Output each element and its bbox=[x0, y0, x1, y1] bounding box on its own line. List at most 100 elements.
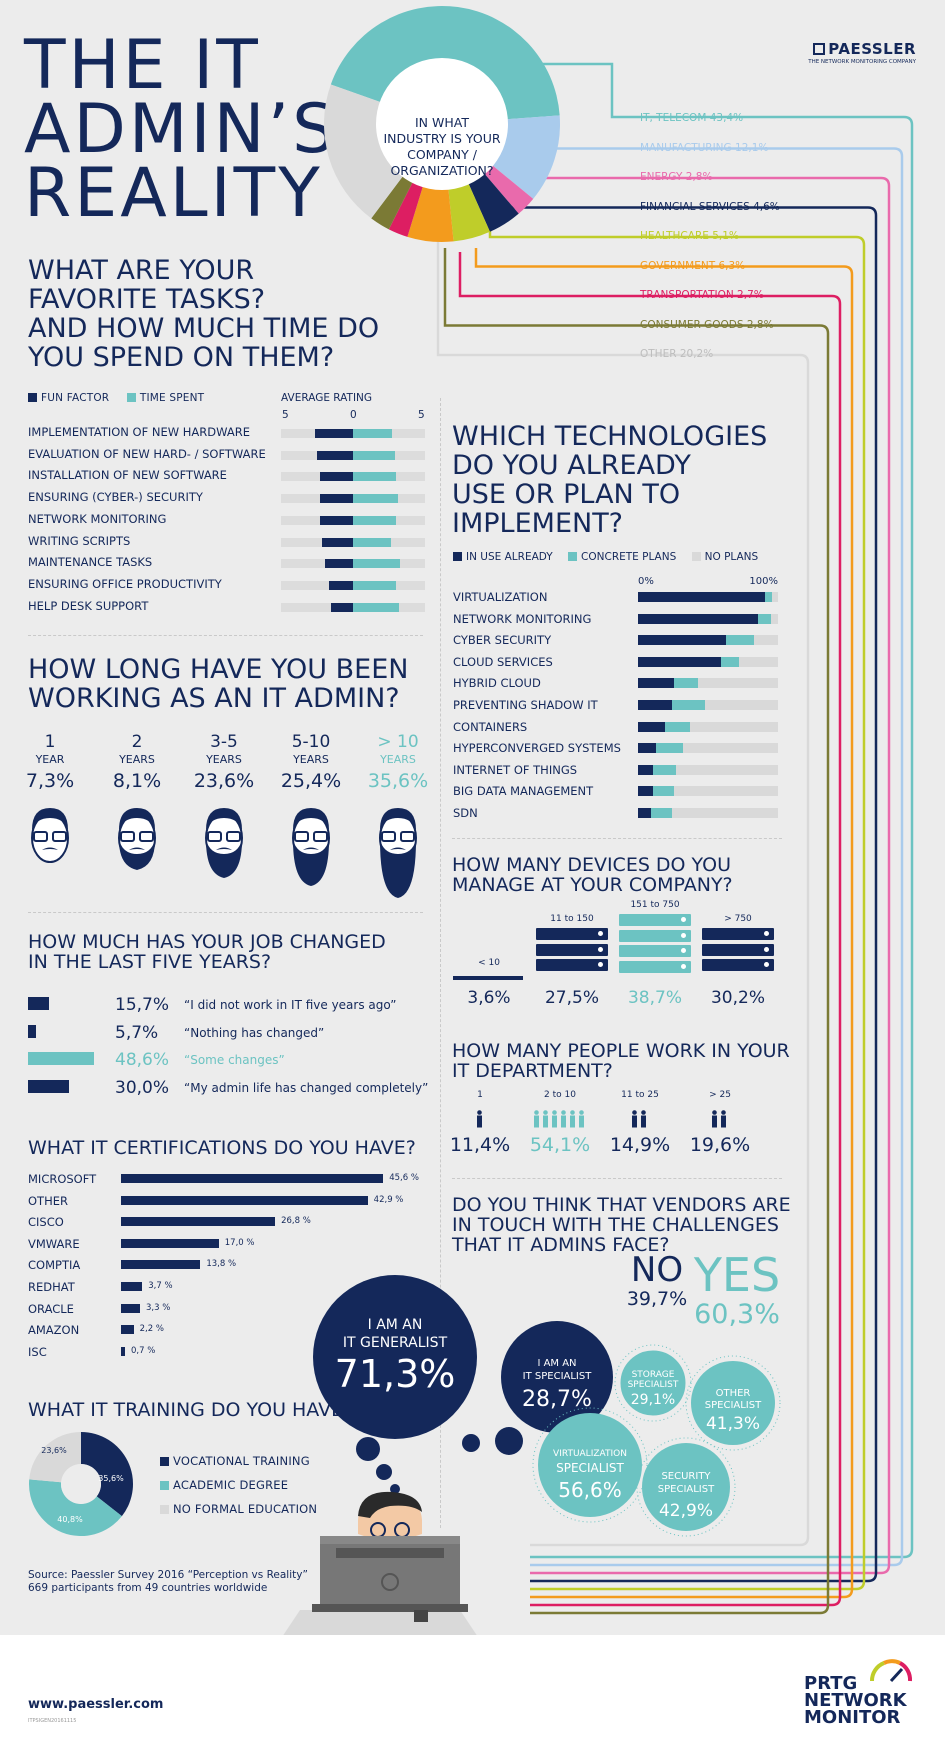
question-line: INDUSTRY IS YOUR bbox=[383, 131, 501, 146]
storage-line1: STORAGE bbox=[632, 1370, 675, 1380]
footer-code: ITPSIGEN20161115 bbox=[28, 1718, 77, 1724]
cert-bar bbox=[121, 1238, 219, 1248]
cert-value: 26,8 % bbox=[281, 1216, 311, 1227]
cert-bar bbox=[121, 1282, 143, 1291]
cert-bar bbox=[121, 1325, 134, 1335]
generalist-bubble bbox=[313, 1275, 477, 1439]
device-range: > 750 bbox=[724, 914, 752, 924]
tech-bar-use bbox=[638, 678, 675, 689]
heading-line: FAVORITE TASKS? bbox=[28, 284, 266, 315]
other-pct: 41,3% bbox=[706, 1414, 760, 1434]
cert-label: COMPTIA bbox=[28, 1258, 81, 1273]
industry-question: IN WHAT INDUSTRY IS YOUR COMPANY / ORGAN… bbox=[382, 115, 502, 179]
people-range: > 25 bbox=[709, 1090, 731, 1100]
prtg-logo: PRTG NETWORK MONITOR bbox=[804, 1675, 907, 1727]
tenure-pct: 35,6% bbox=[367, 770, 429, 792]
tech-bar-use bbox=[638, 613, 759, 624]
heading-line: THAT IT ADMINS FACE? bbox=[452, 1234, 670, 1256]
tech-bar-plans bbox=[765, 592, 773, 602]
source-line: 669 participants from 49 countries world… bbox=[28, 1582, 268, 1594]
jobchange-quote: “I did not work in IT five years ago” bbox=[184, 998, 397, 1012]
other-line2: SPECIALIST bbox=[705, 1400, 762, 1411]
vendors-yes: YES 60,3% bbox=[692, 1252, 782, 1332]
brand-tagline: THE NETWORK MONITORING COMPANY bbox=[808, 59, 916, 65]
tech-bar-use bbox=[638, 700, 672, 710]
tech-label: CONTAINERS bbox=[453, 719, 528, 734]
training-pct-vocational: 35,6% bbox=[98, 1474, 124, 1483]
person-icon bbox=[560, 1110, 567, 1128]
training-legend-item: ACADEMIC DEGREE bbox=[160, 1473, 317, 1497]
industry-connector bbox=[443, 248, 830, 1615]
tech-bar-plans bbox=[653, 764, 676, 775]
tech-bar-plans bbox=[720, 656, 739, 667]
tech-bar-use bbox=[638, 786, 654, 797]
footer-url[interactable]: www.paessler.com bbox=[28, 1697, 164, 1712]
certs-heading: WHAT IT CERTIFICATIONS DO YOU HAVE? bbox=[28, 1137, 416, 1159]
legend-label: VOCATIONAL TRAINING bbox=[173, 1454, 310, 1468]
divider bbox=[452, 1178, 782, 1179]
admin-at-computer-illustration bbox=[280, 1491, 480, 1640]
jobchange-quote: “Some changes” bbox=[184, 1053, 285, 1067]
server-rack-icon bbox=[453, 976, 523, 980]
tech-label: INTERNET OF THINGS bbox=[453, 762, 578, 777]
training-slice bbox=[29, 1479, 122, 1536]
industry-label: HEALTHCARE 5,1% bbox=[640, 230, 739, 242]
tasks-avg-rating-label: AVERAGE RATING bbox=[281, 392, 373, 404]
thought-bubble bbox=[495, 1427, 523, 1455]
admin-face-icon bbox=[379, 808, 417, 898]
person-icon bbox=[569, 1110, 576, 1128]
tech-bar-none bbox=[638, 743, 778, 754]
admin-face-icon bbox=[118, 808, 156, 870]
task-fun-bar bbox=[331, 602, 353, 612]
tenure-unit: YEARS bbox=[293, 753, 329, 766]
training-legend-item: VOCATIONAL TRAINING bbox=[160, 1449, 317, 1473]
cert-value: 3,3 % bbox=[145, 1302, 171, 1313]
task-time-bar bbox=[353, 472, 397, 482]
person-icon-group bbox=[711, 1110, 729, 1128]
task-fun-bar bbox=[319, 472, 353, 482]
title-line: REALITY bbox=[24, 154, 323, 233]
cert-value: 45,6 % bbox=[389, 1173, 419, 1183]
person-icon bbox=[640, 1110, 647, 1128]
admin-face-icon bbox=[292, 808, 330, 886]
training-pct-academic: 40,8% bbox=[57, 1515, 83, 1524]
industry-connector bbox=[458, 252, 842, 1607]
admin-face-icon bbox=[205, 808, 243, 878]
tech-bar-plans bbox=[726, 635, 755, 646]
task-fun-bar bbox=[319, 494, 353, 504]
person-icon bbox=[578, 1110, 585, 1128]
task-time-bar bbox=[353, 429, 393, 438]
task-label: ENSURING OFFICE PRODUCTIVITY bbox=[28, 576, 222, 591]
tech-bar-plans bbox=[664, 721, 690, 732]
virt-pct: 56,6% bbox=[558, 1478, 622, 1502]
tenure-unit: YEAR bbox=[35, 753, 65, 766]
divider bbox=[452, 838, 782, 839]
jobchange-pct: 48,6% bbox=[115, 1050, 170, 1070]
jobchange-bar bbox=[28, 1052, 94, 1065]
tech-bar-use bbox=[638, 743, 657, 754]
people-pct: 11,4% bbox=[449, 1134, 511, 1156]
task-fun-bar bbox=[328, 580, 353, 590]
legend-label: NO FORMAL EDUCATION bbox=[173, 1502, 318, 1516]
industry-label: IT, TELECOM 43,4% bbox=[640, 112, 744, 124]
virt-line2: SPECIALIST bbox=[556, 1461, 624, 1475]
tenure-number: 3-5 bbox=[210, 732, 238, 752]
server-rack-icon bbox=[619, 929, 691, 942]
people-pct: 19,6% bbox=[689, 1134, 751, 1156]
legend-swatch-fun bbox=[28, 393, 37, 402]
cert-label: OTHER bbox=[28, 1193, 68, 1208]
heading-line: AND HOW MUCH TIME DO bbox=[28, 313, 380, 344]
tech-bar-none bbox=[638, 678, 778, 689]
security-line2: SPECIALIST bbox=[658, 1484, 715, 1495]
legend-swatch-plans bbox=[568, 552, 578, 561]
industry-label: OTHER 20,2% bbox=[640, 348, 714, 360]
jobchange-pct: 5,7% bbox=[115, 1022, 159, 1043]
jobchange-chart: 15,7% “I did not work in IT five years ag… bbox=[28, 995, 428, 1115]
vendors-no: NO 39,7% bbox=[624, 1252, 690, 1310]
thought-bubble bbox=[376, 1464, 392, 1480]
heading-line: YOU SPEND ON THEM? bbox=[28, 342, 335, 373]
tech-bar-none bbox=[638, 786, 778, 797]
scale-max: 100% bbox=[749, 576, 778, 587]
tech-label: CLOUD SERVICES bbox=[453, 654, 553, 669]
person-icon bbox=[533, 1110, 540, 1128]
